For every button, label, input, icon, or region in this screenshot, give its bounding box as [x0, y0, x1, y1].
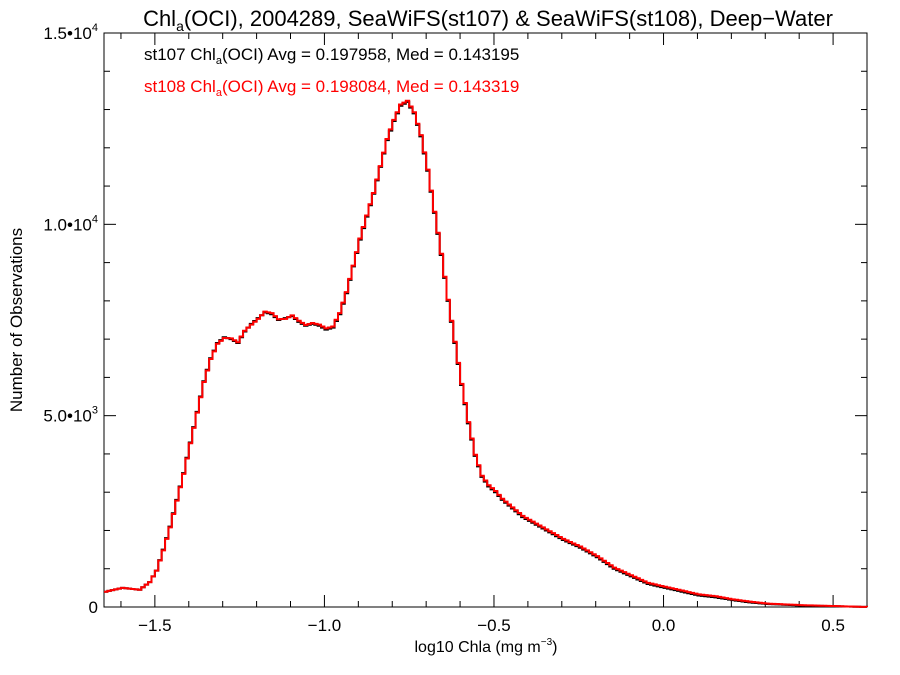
x-tick-label: −0.5 [477, 616, 511, 635]
x-tick-label: −1.0 [308, 616, 342, 635]
y-tick-label: 0 [89, 598, 98, 617]
legend-st107-pre: st107 Chl [144, 45, 216, 64]
y-tick-label: 5.0•103 [43, 405, 98, 426]
x-axis-label: log10 Chla (mg m−3) [414, 637, 557, 656]
chart-title-main: Chl [143, 6, 176, 31]
y-axis-label: Number of Observations [7, 228, 26, 412]
x-tick-label: 0.5 [821, 616, 845, 635]
series-line-st107 [104, 100, 868, 608]
series-line-st108 [104, 99, 868, 608]
x-tick-labels: −1.5 −1.0 −0.5 0.0 0.5 [138, 616, 845, 635]
legend-entry-st107: st107 Chla(OCI) Avg = 0.197958, Med = 0.… [144, 45, 519, 67]
y-tick-label: 1.5•104 [43, 22, 98, 43]
plot-frame [103, 32, 868, 608]
legend-st108-sub: a [216, 87, 223, 99]
x-tick-label: −1.5 [138, 616, 172, 635]
series-group [104, 99, 868, 608]
chart-title-rest: (OCI), 2004289, SeaWiFS(st107) & SeaWiFS… [184, 6, 833, 31]
x-tick-label: 0.0 [652, 616, 676, 635]
legend-st107-post: (OCI) Avg = 0.197958, Med = 0.143195 [222, 45, 519, 64]
chart-title-subscript: a [176, 18, 184, 34]
axis-ticks [104, 32, 868, 608]
x-axis-label-end: ) [552, 639, 557, 656]
chart-title: Chla(OCI), 2004289, SeaWiFS(st107) & Sea… [143, 6, 833, 34]
y-tick-labels: 0 5.0•103 1.0•104 1.5•104 [43, 22, 98, 617]
legend-st107-sub: a [216, 55, 223, 67]
legend-st108-pre: st108 Chl [144, 77, 216, 96]
legend-entry-st108: st108 Chla(OCI) Avg = 0.198084, Med = 0.… [144, 77, 519, 99]
x-axis-label-main: log10 Chla (mg m [414, 639, 540, 656]
legend-st108-post: (OCI) Avg = 0.198084, Med = 0.143319 [222, 77, 519, 96]
y-tick-label: 1.0•104 [43, 213, 98, 234]
x-axis-label-superscript: −3 [541, 637, 553, 648]
